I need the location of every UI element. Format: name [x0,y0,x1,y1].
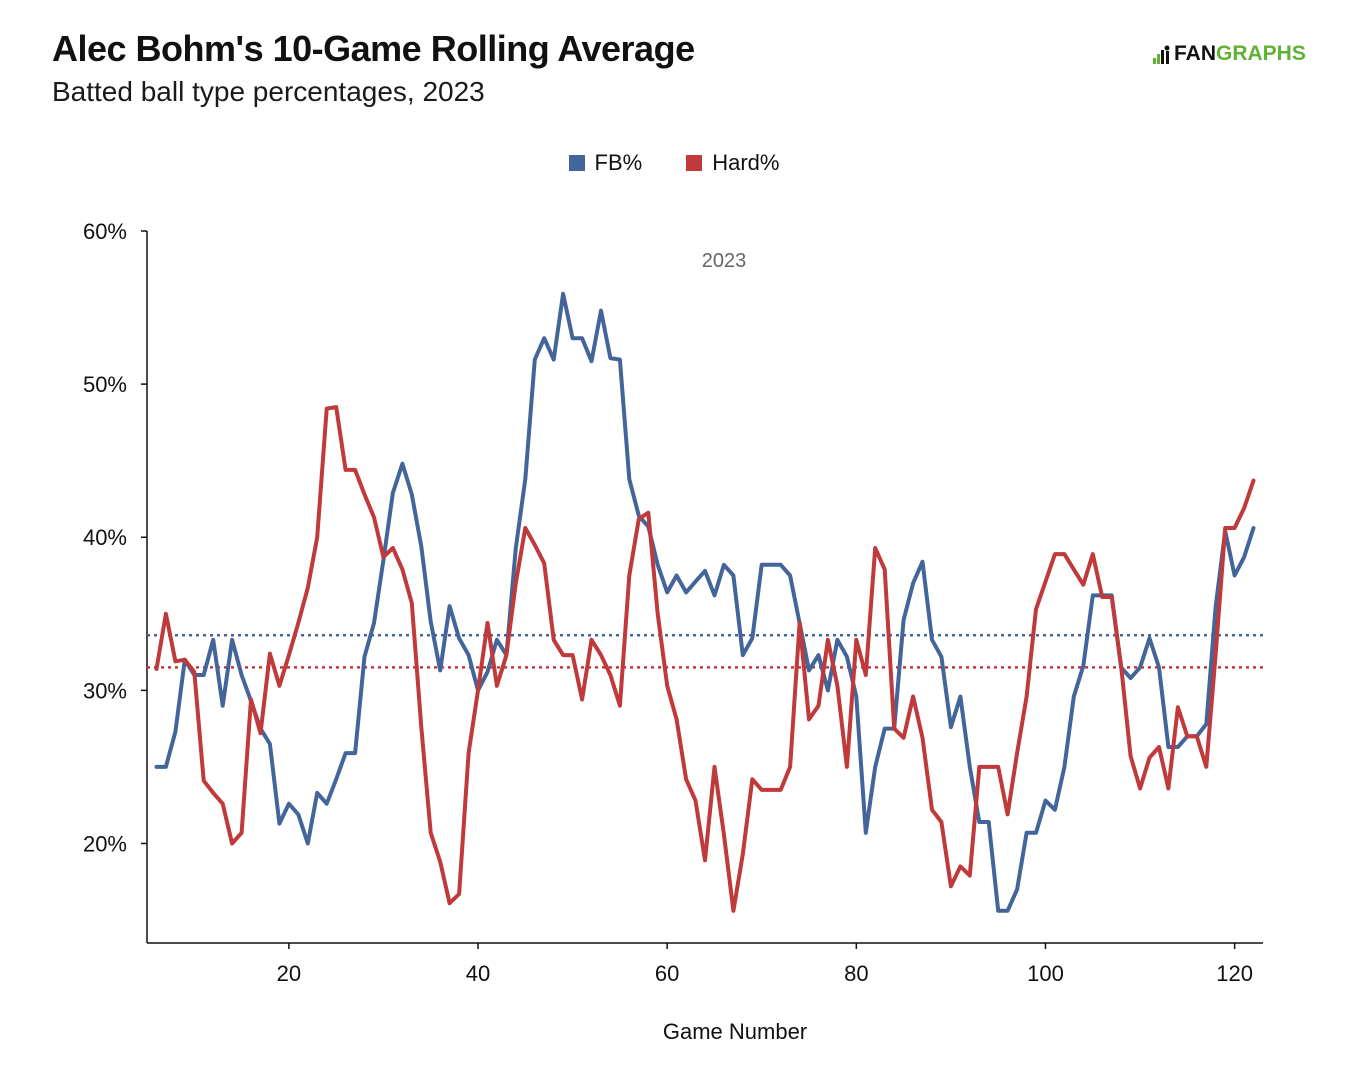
y-tick-label: 50% [83,372,127,397]
year-annotation: 2023 [702,250,747,272]
chart-subtitle: Batted ball type percentages, 2023 [52,76,485,107]
x-tick-label: 60 [655,961,679,986]
y-tick-label: 30% [83,678,127,703]
series-line-hard [154,405,1256,913]
legend-label-fb: FB% [594,150,643,175]
x-axis-label: Game Number [663,1019,807,1044]
legend-swatch-hard [686,155,703,171]
y-tick-label: 40% [83,525,127,550]
legend-item-fb[interactable]: FB% [568,150,643,176]
series-line-fb [154,291,1256,913]
x-tick-label: 120 [1216,961,1253,986]
y-tick-label: 20% [83,831,127,856]
x-tick-label: 20 [277,961,301,986]
x-tick-label: 80 [844,961,868,986]
legend-label-hard: Hard% [712,150,780,175]
chart-legend: FB% Hard% [0,150,1348,176]
logo-text-graphs: GRAPHS [1216,42,1306,65]
fangraphs-logo: FAN GRAPHS [1152,42,1306,66]
x-tick-label: 40 [466,961,490,986]
legend-swatch-fb [568,155,585,171]
chart-title: Alec Bohm's 10-Game Rolling Average [52,28,695,69]
logo-text-fan: FAN [1174,42,1216,65]
fangraphs-logo-icon [1152,44,1172,64]
y-tick-label: 60% [83,219,127,244]
x-tick-label: 100 [1027,961,1064,986]
legend-item-hard[interactable]: Hard% [686,150,779,176]
